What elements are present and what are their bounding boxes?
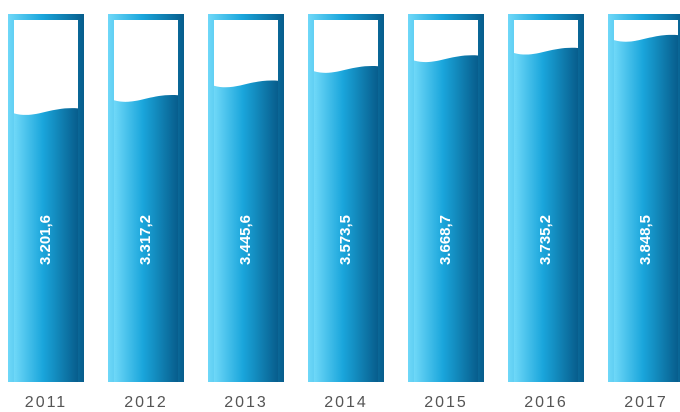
bar [314,66,378,383]
value-label: 3.317,2 [137,215,154,265]
x-tick-label: 2011 [25,394,67,411]
x-tick-label: 2016 [524,394,568,411]
bar [214,80,278,383]
x-tick-label: 2015 [424,394,468,411]
x-tick-label: 2012 [124,394,168,411]
bar [514,47,578,382]
bar [14,108,78,382]
value-label: 3.201,6 [37,215,54,265]
x-tick-label: 2013 [224,394,268,411]
value-label: 3.735,2 [537,215,554,265]
bar [614,34,678,383]
x-tick-label: 2017 [624,394,668,411]
x-tick-label: 2014 [324,394,368,411]
value-label: 3.573,5 [337,215,354,265]
value-label: 3.445,6 [237,215,254,265]
bar [414,55,478,382]
bar [114,95,178,382]
value-label: 3.848,5 [637,215,654,265]
value-label: 3.668,7 [437,215,454,265]
